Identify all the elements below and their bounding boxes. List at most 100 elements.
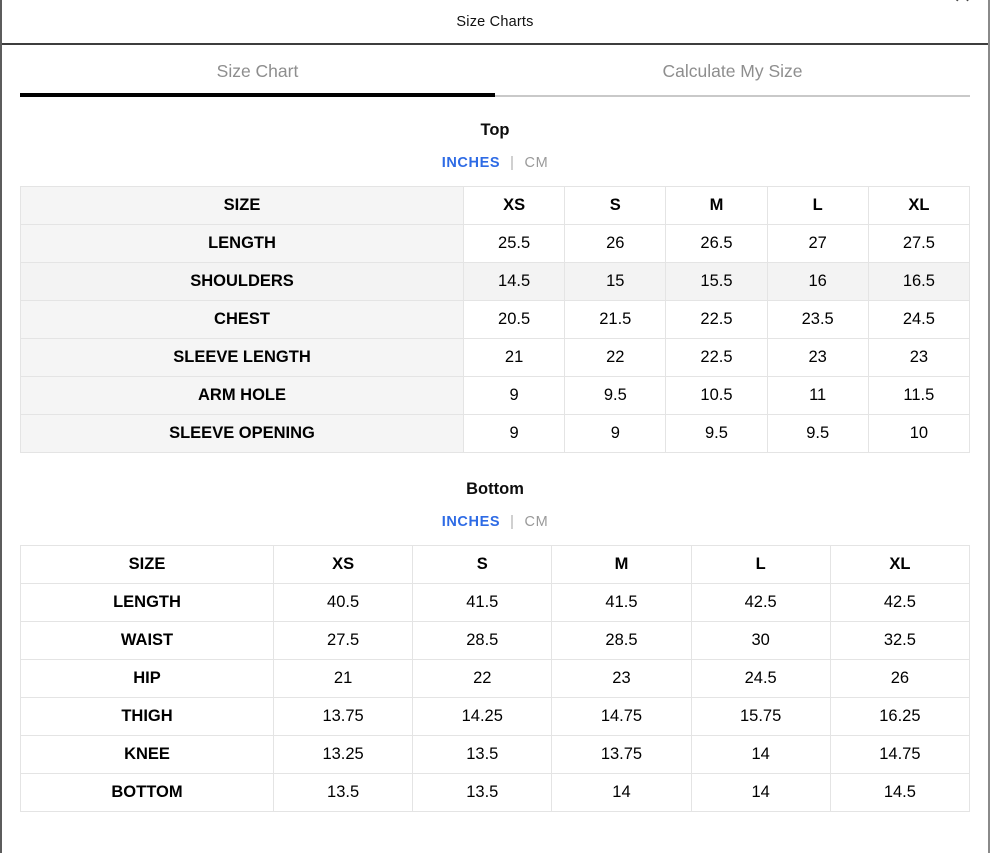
table-row: SLEEVE LENGTH 21 22 22.5 23 23 bbox=[20, 338, 971, 377]
measurement-label-cell: SLEEVE LENGTH bbox=[20, 338, 464, 377]
measurement-value-cell: 41.5 bbox=[551, 583, 692, 622]
size-header-cell: SIZE bbox=[20, 186, 464, 225]
measurement-value-cell: 13.75 bbox=[272, 697, 414, 736]
measurement-value-cell: 24.5 bbox=[867, 300, 971, 339]
measurement-value-cell: 14.75 bbox=[551, 697, 692, 736]
unit-divider: | bbox=[510, 514, 515, 530]
unit-toggle-top: INCHES | CM bbox=[2, 155, 988, 171]
measurement-label-cell: CHEST bbox=[20, 300, 464, 339]
tab-calculate-my-size[interactable]: Calculate My Size bbox=[495, 45, 970, 97]
modal-titlebar: Size Charts ✕ bbox=[2, 0, 988, 45]
size-column-header: S bbox=[564, 186, 667, 225]
size-column-header: M bbox=[665, 186, 768, 225]
measurement-value-cell: 22 bbox=[412, 659, 553, 698]
measurement-value-cell: 13.5 bbox=[412, 773, 553, 812]
measurement-value-cell: 9.5 bbox=[766, 414, 869, 453]
measurement-value-cell: 9.5 bbox=[665, 414, 768, 453]
table-row: LENGTH 25.5 26 26.5 27 27.5 bbox=[20, 224, 971, 263]
measurement-value-cell: 9 bbox=[462, 414, 566, 453]
measurement-value-cell: 10.5 bbox=[665, 376, 768, 415]
table-row: SLEEVE OPENING 9 9 9.5 9.5 10 bbox=[20, 414, 971, 453]
measurement-value-cell: 13.25 bbox=[272, 735, 414, 774]
measurement-value-cell: 26 bbox=[564, 224, 667, 263]
table-row: THIGH 13.75 14.25 14.75 15.75 16.25 bbox=[20, 697, 971, 736]
measurement-value-cell: 27.5 bbox=[272, 621, 414, 660]
measurement-value-cell: 41.5 bbox=[412, 583, 553, 622]
unit-divider: | bbox=[510, 155, 515, 171]
measurement-value-cell: 20.5 bbox=[462, 300, 566, 339]
measurement-label-cell: BOTTOM bbox=[20, 773, 274, 812]
unit-inches-link[interactable]: INCHES bbox=[441, 155, 501, 171]
size-column-header: L bbox=[766, 186, 869, 225]
size-column-header: S bbox=[412, 545, 553, 584]
section-top: Top INCHES | CM SIZE XS S M L XL LENGTH 25.5 26 2… bbox=[2, 97, 988, 453]
table-row: KNEE 13.25 13.5 13.75 14 14.75 bbox=[20, 735, 971, 774]
measurement-value-cell: 21.5 bbox=[564, 300, 667, 339]
measurement-value-cell: 26 bbox=[829, 659, 971, 698]
tab-size-chart-label: Size Chart bbox=[216, 60, 299, 81]
size-column-header: XL bbox=[867, 186, 971, 225]
section-bottom-title: Bottom bbox=[466, 480, 524, 498]
measurement-value-cell: 21 bbox=[272, 659, 414, 698]
tab-calculate-my-size-label: Calculate My Size bbox=[662, 60, 803, 81]
table-row: LENGTH 40.5 41.5 41.5 42.5 42.5 bbox=[20, 583, 971, 622]
measurement-value-cell: 14.75 bbox=[829, 735, 971, 774]
table-row: ARM HOLE 9 9.5 10.5 11 11.5 bbox=[20, 376, 971, 415]
measurement-label-cell: LENGTH bbox=[20, 583, 274, 622]
measurement-value-cell: 22 bbox=[564, 338, 667, 377]
measurement-value-cell: 27 bbox=[766, 224, 869, 263]
tab-bar: Size Chart Calculate My Size bbox=[2, 45, 988, 97]
measurement-value-cell: 22.5 bbox=[665, 300, 768, 339]
measurement-value-cell: 14.5 bbox=[829, 773, 971, 812]
modal-title: Size Charts bbox=[456, 13, 534, 30]
section-top-title: Top bbox=[480, 121, 510, 139]
close-icon[interactable]: ✕ bbox=[953, 0, 972, 7]
measurement-value-cell: 11.5 bbox=[867, 376, 971, 415]
measurement-label-cell: WAIST bbox=[20, 621, 274, 660]
measurement-value-cell: 15.5 bbox=[665, 262, 768, 301]
size-header-cell: SIZE bbox=[20, 545, 274, 584]
table-row: SHOULDERS 14.5 15 15.5 16 16.5 bbox=[20, 262, 971, 301]
measurement-value-cell: 11 bbox=[766, 376, 869, 415]
measurement-value-cell: 30 bbox=[690, 621, 831, 660]
table-row: BOTTOM 13.5 13.5 14 14 14.5 bbox=[20, 773, 971, 812]
tab-underline bbox=[20, 93, 495, 97]
measurement-value-cell: 27.5 bbox=[867, 224, 971, 263]
measurement-value-cell: 23 bbox=[551, 659, 692, 698]
measurement-value-cell: 16.5 bbox=[867, 262, 971, 301]
table-row: WAIST 27.5 28.5 28.5 30 32.5 bbox=[20, 621, 971, 660]
size-column-header: XS bbox=[462, 186, 566, 225]
measurement-value-cell: 42.5 bbox=[690, 583, 831, 622]
measurement-value-cell: 21 bbox=[462, 338, 566, 377]
unit-inches-link[interactable]: INCHES bbox=[441, 514, 501, 530]
section-bottom: Bottom INCHES | CM SIZE XS S M L XL LENGTH 40.5… bbox=[2, 453, 988, 812]
measurement-label-cell: THIGH bbox=[20, 697, 274, 736]
measurement-value-cell: 24.5 bbox=[690, 659, 831, 698]
measurement-label-cell: SLEEVE OPENING bbox=[20, 414, 464, 453]
measurement-label-cell: KNEE bbox=[20, 735, 274, 774]
measurement-value-cell: 28.5 bbox=[412, 621, 553, 660]
tab-size-chart[interactable]: Size Chart bbox=[20, 45, 495, 97]
bottom-size-table: SIZE XS S M L XL LENGTH 40.5 41.5 41.5 42.5 42.5 WAI… bbox=[20, 545, 971, 812]
measurement-label-cell: SHOULDERS bbox=[20, 262, 464, 301]
measurement-value-cell: 16 bbox=[766, 262, 869, 301]
measurement-value-cell: 42.5 bbox=[829, 583, 971, 622]
unit-toggle-bottom: INCHES | CM bbox=[2, 514, 988, 530]
measurement-value-cell: 22.5 bbox=[665, 338, 768, 377]
measurement-value-cell: 14.25 bbox=[412, 697, 553, 736]
unit-cm-link[interactable]: CM bbox=[524, 155, 549, 171]
table-header-row: SIZE XS S M L XL bbox=[20, 186, 971, 225]
table-row: CHEST 20.5 21.5 22.5 23.5 24.5 bbox=[20, 300, 971, 339]
measurement-value-cell: 32.5 bbox=[829, 621, 971, 660]
measurement-value-cell: 40.5 bbox=[272, 583, 414, 622]
measurement-label-cell: LENGTH bbox=[20, 224, 464, 263]
measurement-value-cell: 14 bbox=[551, 773, 692, 812]
measurement-value-cell: 15 bbox=[564, 262, 667, 301]
measurement-value-cell: 10 bbox=[867, 414, 971, 453]
table-header-row: SIZE XS S M L XL bbox=[20, 545, 971, 584]
measurement-value-cell: 14.5 bbox=[462, 262, 566, 301]
unit-cm-link[interactable]: CM bbox=[524, 514, 549, 530]
measurement-value-cell: 9 bbox=[462, 376, 566, 415]
measurement-value-cell: 13.5 bbox=[412, 735, 553, 774]
